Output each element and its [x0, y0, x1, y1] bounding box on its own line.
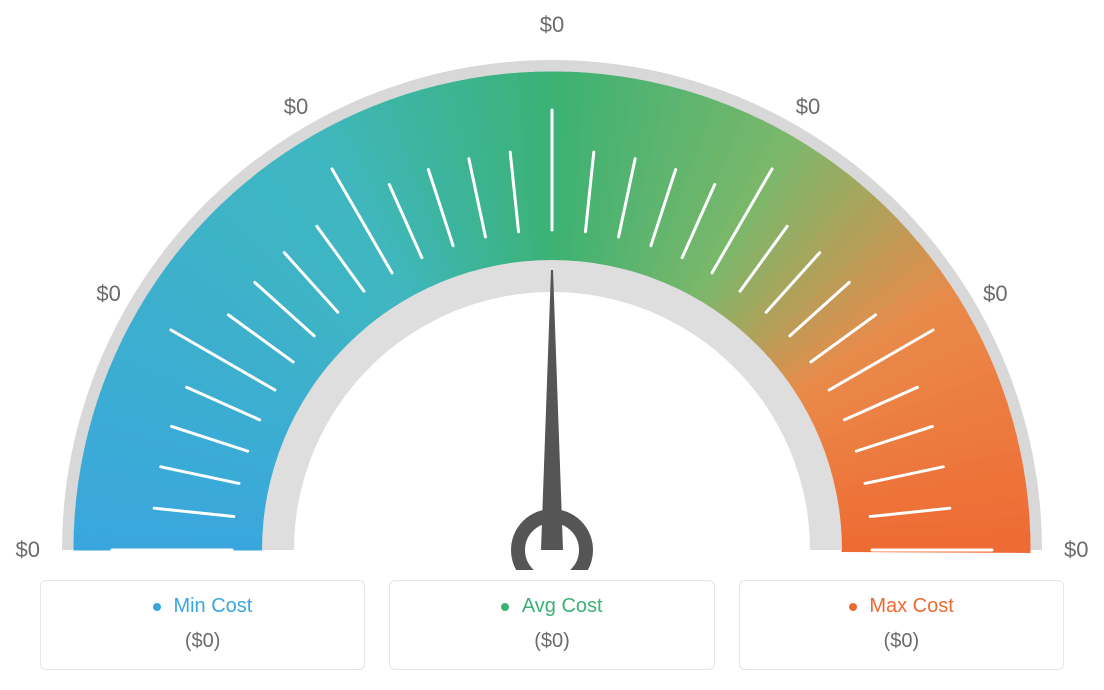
legend-label: Avg Cost: [522, 595, 603, 617]
gauge-tick-label: $0: [1064, 537, 1088, 563]
legend-value-max: ($0): [750, 630, 1053, 653]
legend-card-avg: Avg Cost ($0): [389, 580, 714, 670]
gauge-tick-label: $0: [796, 94, 820, 120]
legend-row: Min Cost ($0) Avg Cost ($0) Max Cost ($0…: [40, 580, 1064, 670]
legend-title-min: Min Cost: [51, 595, 354, 618]
gauge-svg: [42, 10, 1062, 570]
gauge-tick-label: $0: [284, 94, 308, 120]
gauge-wrap: $0$0$0$0$0$0$0: [42, 10, 1062, 570]
legend-label: Min Cost: [173, 595, 252, 617]
legend-value-min: ($0): [51, 630, 354, 653]
dot-icon: [153, 603, 161, 611]
legend-value-avg: ($0): [400, 630, 703, 653]
gauge-tick-label: $0: [96, 281, 120, 307]
gauge-tick-label: $0: [540, 12, 564, 38]
legend-card-min: Min Cost ($0): [40, 580, 365, 670]
legend-title-avg: Avg Cost: [400, 595, 703, 618]
legend-card-max: Max Cost ($0): [739, 580, 1064, 670]
dot-icon: [501, 603, 509, 611]
gauge-tick-label: $0: [16, 537, 40, 563]
gauge-chart-container: $0 $0 $0 $0 $0 $0 $0 Min Cost ($0) Avg Cost ($…: [0, 0, 1104, 690]
dot-icon: [849, 603, 857, 611]
legend-title-max: Max Cost: [750, 595, 1053, 618]
legend-label: Max Cost: [869, 595, 953, 617]
gauge-tick-label: $0: [983, 281, 1007, 307]
